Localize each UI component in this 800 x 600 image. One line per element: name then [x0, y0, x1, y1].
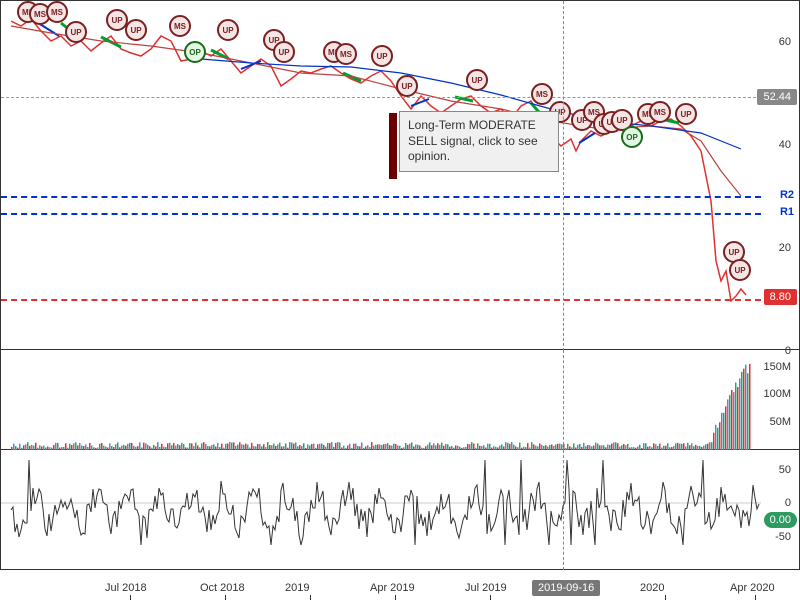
level-R1: [1, 213, 761, 215]
y-tick: 60: [779, 36, 791, 48]
vol-tick: 50M: [770, 416, 791, 428]
signal-marker-ms[interactable]: MS: [169, 15, 191, 37]
value-badge-52: 52.44: [757, 89, 797, 105]
level-R2: [1, 196, 761, 198]
level-label-R2: R2: [780, 189, 794, 201]
x-label: Jul 2018: [105, 582, 147, 594]
signal-marker-up[interactable]: UP: [273, 41, 295, 63]
level-S1: [1, 299, 761, 301]
cursor-line: [563, 1, 564, 351]
x-tick: [755, 595, 756, 600]
volume-panel: 50M 100M 150M: [0, 350, 800, 450]
x-label: Apr 2019: [370, 582, 415, 594]
tooltip-bar: [389, 113, 397, 179]
x-axis: Jul 2018 Oct 2018 2019 Apr 2019 Jul 2019 2020…: [0, 570, 800, 600]
x-tick: [310, 595, 311, 600]
indicator-svg: [1, 450, 761, 570]
signal-marker-ms[interactable]: MS: [335, 43, 357, 65]
volume-svg: [1, 350, 761, 450]
x-label: Oct 2018: [200, 582, 245, 594]
cursor-line-ind: [563, 450, 564, 570]
level-line-gray: [1, 97, 761, 98]
signal-marker-up[interactable]: UP: [466, 69, 488, 91]
x-label: Apr 2020: [730, 582, 775, 594]
vol-tick: 100M: [763, 388, 791, 400]
signal-marker-up[interactable]: UP: [371, 45, 393, 67]
signal-marker-up[interactable]: UP: [65, 21, 87, 43]
signal-marker-ms[interactable]: MS: [46, 1, 68, 23]
ind-tick: -50: [775, 531, 791, 543]
x-tick: [395, 595, 396, 600]
signal-marker-up[interactable]: UP: [729, 259, 751, 281]
signal-marker-ms[interactable]: MS: [649, 101, 671, 123]
y-tick: 20: [779, 242, 791, 254]
cursor-line-vol: [563, 350, 564, 450]
x-label: 2019: [285, 582, 309, 594]
signal-marker-up[interactable]: UP: [217, 19, 239, 41]
signal-marker-op[interactable]: OP: [184, 41, 206, 63]
indicator-panel: -50 0 50 0.00: [0, 450, 800, 570]
level-label-R1: R1: [780, 206, 794, 218]
x-tick: [490, 595, 491, 600]
x-label: 2020: [640, 582, 664, 594]
signal-marker-up[interactable]: UP: [675, 103, 697, 125]
vol-tick: 150M: [763, 361, 791, 373]
stock-chart: 0204060 R2R1S1 52.44 8.80 MSMSMSUPUPUPMS…: [0, 0, 800, 600]
signal-marker-up[interactable]: UP: [125, 19, 147, 41]
value-badge-last: 8.80: [764, 289, 797, 305]
highlighted-date: 2019-09-16: [532, 580, 600, 596]
x-tick: [130, 595, 131, 600]
signal-marker-ms[interactable]: MS: [531, 83, 553, 105]
y-tick: 40: [779, 139, 791, 151]
price-panel: 0204060 R2R1S1 52.44 8.80 MSMSMSUPUPUPMS…: [0, 0, 800, 350]
x-tick: [225, 595, 226, 600]
ind-tick: 0: [785, 497, 791, 509]
ind-tick: 50: [779, 464, 791, 476]
signal-marker-op[interactable]: OP: [621, 126, 643, 148]
signal-tooltip[interactable]: Long-Term MODERATE SELL signal, click to…: [399, 111, 559, 172]
x-label: Jul 2019: [465, 582, 507, 594]
indicator-badge: 0.00: [764, 512, 797, 528]
signal-marker-up[interactable]: UP: [396, 75, 418, 97]
x-tick: [665, 595, 666, 600]
